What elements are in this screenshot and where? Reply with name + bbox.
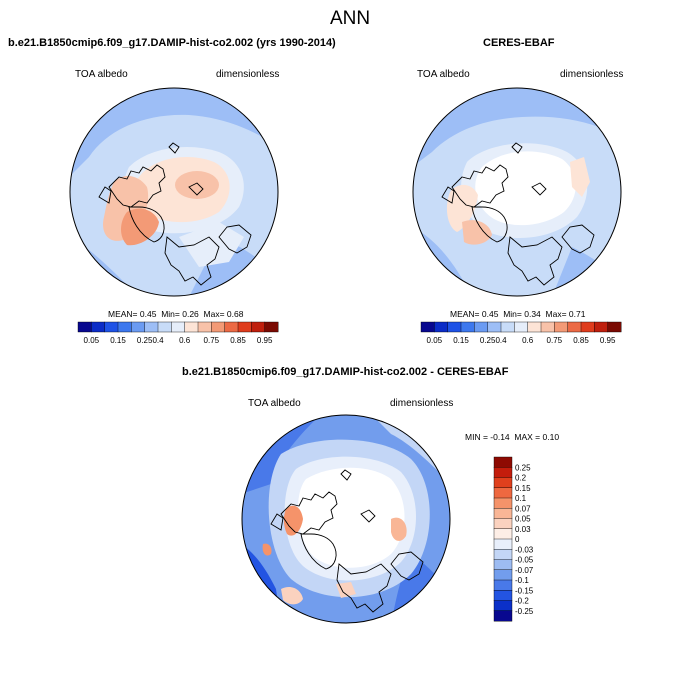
top-right-polar-map [412, 87, 622, 297]
top-left-colorbar-box [171, 321, 186, 333]
bottom-variable-label: TOA albedo [248, 398, 301, 409]
top-left-colorbar-tick-label: 0.4 [152, 336, 164, 345]
bottom-colorbar-tick-label: 0.15 [515, 484, 531, 493]
bottom-colorbar-tick-label: 0 [515, 535, 520, 544]
top-left-panel-title: b.e21.B1850cmip6.f09_g17.DAMIP-hist-co2.… [8, 37, 336, 49]
bottom-colorbar-box [493, 569, 513, 581]
bottom-colorbar-box [493, 467, 513, 478]
bottom-colorbar-tick-label: -0.03 [515, 545, 534, 554]
bottom-colorbar-box [493, 518, 513, 530]
top-left-stats: MEAN= 0.45 Min= 0.26 Max= 0.68 [108, 309, 244, 319]
bottom-colorbar-tick-label: 0.07 [515, 504, 531, 513]
top-left-colorbar-tick-label: 0.25 [137, 336, 153, 345]
top-right-variable-label: TOA albedo [417, 69, 470, 80]
bottom-polar-map [241, 414, 451, 624]
bottom-colorbar-box [493, 477, 513, 489]
top-left-polar-map [69, 87, 279, 297]
top-right-colorbar-box [527, 321, 542, 333]
top-right-colorbar-tick-label: 0.75 [547, 336, 563, 345]
top-left-colorbar-box [264, 321, 279, 333]
top-right-colorbar-box [420, 321, 435, 333]
top-right-colorbar-tick-label: 0.15 [453, 336, 469, 345]
top-right-colorbar-box [460, 321, 475, 333]
top-right-colorbar-tick-label: 0.4 [495, 336, 507, 345]
top-left-colorbar-tick-label: 0.15 [110, 336, 126, 345]
top-right-colorbar: 0.05 0.15 0.25 0.4 0.6 0.75 0.85 0.95 [420, 321, 622, 345]
top-right-colorbar-box [474, 321, 489, 333]
top-left-colorbar-tick-label: 0.85 [230, 336, 246, 345]
top-left-colorbar-tick-label: 0.75 [204, 336, 220, 345]
top-left-colorbar-tick-label: 0.6 [179, 336, 191, 345]
bottom-colorbar-box [493, 487, 513, 499]
top-right-colorbar-tick-label: 0.6 [522, 336, 534, 345]
bottom-colorbar-tick-label: -0.15 [515, 586, 534, 595]
top-left-colorbar-box [77, 321, 92, 333]
bottom-colorbar-box [493, 538, 513, 550]
bottom-colorbar-tick-label: 0.1 [515, 494, 527, 503]
top-left-colorbar-box [91, 321, 106, 333]
top-right-colorbar-box [487, 321, 502, 333]
top-left-colorbar-tick-label: 0.05 [84, 336, 100, 345]
bottom-colorbar: 0.250.20.150.10.070.050.030-0.03-0.05-0.… [493, 456, 534, 622]
top-right-units-label: dimensionless [560, 69, 624, 80]
top-left-colorbar-box [104, 321, 119, 333]
top-right-colorbar-box [434, 321, 449, 333]
bottom-colorbar-tick-label: -0.1 [515, 576, 529, 585]
bottom-colorbar-box [493, 456, 513, 468]
top-left-units-label: dimensionless [216, 69, 280, 80]
top-right-stats: MEAN= 0.45 Min= 0.34 Max= 0.71 [450, 309, 586, 319]
top-right-colorbar-box [447, 321, 462, 333]
top-left-colorbar-box [184, 321, 199, 333]
bottom-colorbar-tick-label: -0.07 [515, 566, 534, 575]
bottom-colorbar-box [493, 600, 513, 612]
top-left-colorbar-box [157, 321, 172, 333]
bottom-colorbar-box [493, 497, 513, 509]
top-left-colorbar-box [237, 321, 252, 333]
bottom-colorbar-tick-label: -0.05 [515, 556, 534, 565]
top-right-colorbar-box [580, 321, 595, 333]
top-right-colorbar-tick-label: 0.85 [573, 336, 589, 345]
bottom-units-label: dimensionless [390, 398, 454, 409]
bottom-colorbar-tick-label: -0.2 [515, 597, 529, 606]
bottom-colorbar-box [493, 559, 513, 571]
bottom-colorbar-tick-label: 0.03 [515, 525, 531, 534]
top-right-colorbar-box [554, 321, 569, 333]
top-right-colorbar-box [540, 321, 555, 333]
top-right-panel-title: CERES-EBAF [483, 37, 555, 49]
top-left-colorbar-box [224, 321, 239, 333]
top-right-colorbar-tick-label: 0.95 [600, 336, 616, 345]
bottom-stats: MIN = -0.14 MAX = 0.10 [465, 432, 560, 442]
bottom-colorbar-box [493, 579, 513, 591]
bottom-colorbar-box [493, 508, 513, 519]
bottom-colorbar-tick-label: 0.2 [515, 474, 527, 483]
top-right-colorbar-box [567, 321, 582, 333]
top-left-colorbar-box [117, 321, 132, 333]
bottom-colorbar-box [493, 549, 513, 560]
bottom-colorbar-tick-label: -0.25 [515, 607, 534, 616]
top-right-colorbar-box [607, 321, 622, 333]
top-right-colorbar-box [514, 321, 529, 333]
bottom-colorbar-box [493, 528, 513, 540]
bottom-panel-title: b.e21.B1850cmip6.f09_g17.DAMIP-hist-co2.… [182, 366, 509, 378]
bottom-colorbar-box [493, 590, 513, 601]
bottom-colorbar-tick-label: 0.25 [515, 463, 531, 472]
top-left-colorbar-box [197, 321, 212, 333]
top-right-colorbar-tick-label: 0.05 [427, 336, 443, 345]
top-left-variable-label: TOA albedo [75, 69, 128, 80]
top-right-colorbar-tick-label: 0.25 [480, 336, 496, 345]
top-left-colorbar-box [251, 321, 266, 333]
top-left-colorbar-box [131, 321, 146, 333]
top-right-colorbar-box [500, 321, 515, 333]
top-left-colorbar: 0.05 0.15 0.25 0.4 0.6 0.75 0.85 0.95 [77, 321, 279, 345]
bottom-colorbar-box [493, 610, 513, 622]
figure-title: ANN [329, 8, 371, 29]
top-left-colorbar-box [211, 321, 226, 333]
top-left-colorbar-tick-label: 0.95 [257, 336, 273, 345]
top-left-colorbar-box [144, 321, 159, 333]
top-right-colorbar-box [594, 321, 609, 333]
bottom-colorbar-tick-label: 0.05 [515, 515, 531, 524]
